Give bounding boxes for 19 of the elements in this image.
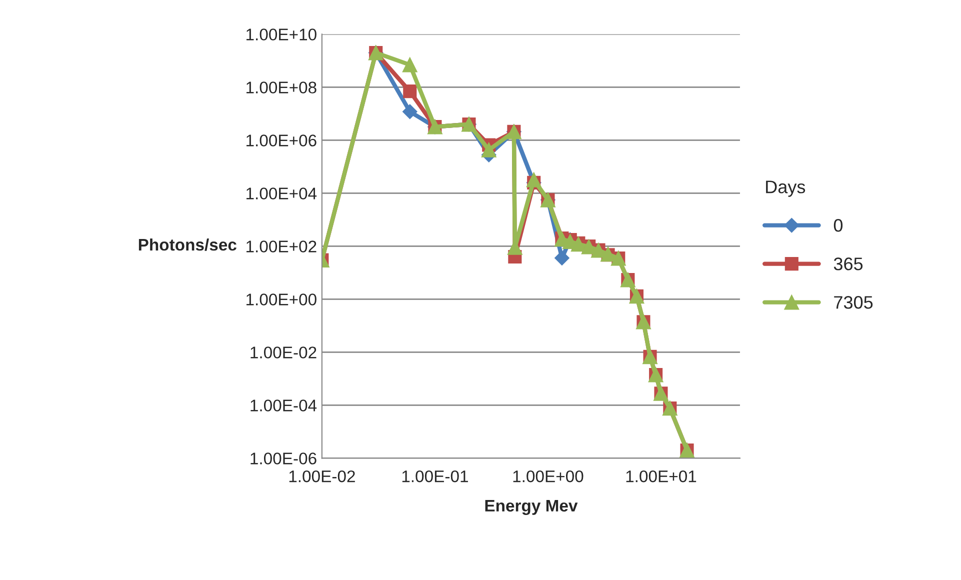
y-tick-label: 1.00E+06 (246, 134, 316, 146)
x-tick-label: 1.00E+00 (513, 470, 584, 482)
x-tick-label: 1.00E+01 (626, 470, 696, 482)
x-tick-label: 1.00E-01 (402, 470, 468, 482)
y-tick-label: 1.00E-04 (250, 400, 317, 412)
y-tick-label: 1.00E+00 (246, 294, 316, 306)
x-tick-label: 1.00E-02 (289, 470, 355, 482)
legend-label: 0 (834, 219, 843, 232)
x-axis-title: Energy Mev (485, 500, 578, 515)
legend-label: 365 (834, 258, 863, 270)
legend-label: 7305 (834, 296, 873, 309)
y-tick-label: 1.00E+08 (246, 82, 316, 94)
y-tick-label: 1.00E+04 (246, 188, 317, 200)
y-tick-label: 1.00E+02 (246, 240, 316, 252)
y-tick-label: 1.00E+10 (246, 28, 316, 40)
y-tick-label: 1.00E-06 (250, 452, 316, 464)
y-tick-label: 1.00E-02 (250, 346, 316, 358)
y-axis-title: Photons/sec (138, 238, 236, 251)
legend-title: Days (766, 180, 806, 197)
